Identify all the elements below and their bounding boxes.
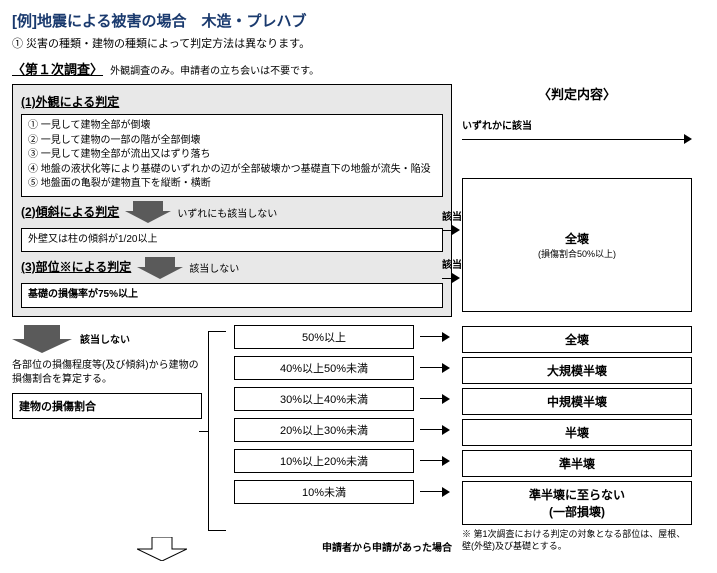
result-box: 半壊	[462, 419, 692, 446]
edge-label: 該当	[442, 208, 692, 223]
criteria-item: ③ 一見して建物全部が流出又はずり落ち	[28, 148, 436, 163]
result-box: 中規模半壊	[462, 388, 692, 415]
apply-text: 申請者から申請があった場合	[322, 539, 452, 554]
edge-3: 該当	[462, 256, 692, 283]
bldg-ratio-box: 建物の損傷割合	[12, 393, 202, 419]
range-box: 50%以上	[234, 325, 414, 349]
survey-header-row: 〈第１次調査〉 外観調査のみ。申請者の立ち会いは不要です。	[12, 59, 705, 78]
section2-arrow-note: 該当しない	[189, 260, 239, 275]
criteria-item: ⑤ 地盤面の亀裂が建物直下を縦断・横断	[28, 177, 436, 192]
section3-box: 基礎の損傷率が75%以上	[21, 283, 443, 308]
arrow-right-icon	[442, 332, 450, 342]
edge-1: いずれかに該当	[462, 117, 692, 144]
arrow-right-icon	[452, 273, 460, 283]
footnote: ※ 第1次調査における判定の対象となる部位は、屋根、壁(外壁)及び基礎とする。	[462, 529, 692, 552]
gray-box: (1)外観による判定 ① 一見して建物全部が倒壊 ② 一見して建物の一部の階が全…	[12, 84, 452, 317]
down-arrow-icon	[137, 257, 183, 279]
range-box: 10%以上20%未満	[234, 449, 414, 473]
range-column: 50%以上 40%以上50%未満 30%以上40%未満 20%以上30%未満 1…	[234, 325, 414, 531]
section1-head: (1)外観による判定	[21, 93, 443, 110]
page-subtitle: ① 災害の種類・建物の種類によって判定方法は異なります。	[12, 35, 705, 51]
survey-note: 外観調査のみ。申請者の立ち会いは不要です。	[110, 66, 319, 77]
left-column: (1)外観による判定 ① 一見して建物全部が倒壊 ② 一見して建物の一部の階が全…	[12, 84, 452, 561]
result-sub: (損傷割合50%以上)	[469, 247, 685, 260]
arrow-right-icon	[442, 487, 450, 497]
outline-down-arrow-icon	[137, 537, 187, 561]
arrow-right-icon	[442, 456, 450, 466]
section1-box: ① 一見して建物全部が倒壊 ② 一見して建物の一部の階が全部倒壊 ③ 一見して建…	[21, 114, 443, 197]
survey-header: 〈第１次調査〉	[12, 62, 103, 77]
section3-arrow-row: (3)部位※による判定 該当しない	[21, 256, 443, 279]
result-label: 全壊	[469, 230, 685, 247]
section3-head: (3)部位※による判定	[21, 258, 131, 275]
arrow-right-icon	[442, 425, 450, 435]
criteria-item: ② 一見して建物の一部の階が全部倒壊	[28, 134, 436, 149]
arrow-right-icon	[442, 394, 450, 404]
result-box: 準半壊に至らない (一部損壊)	[462, 481, 692, 525]
bracket	[208, 325, 228, 531]
main-layout: (1)外観による判定 ① 一見して建物全部が倒壊 ② 一見して建物の一部の階が全…	[12, 84, 705, 561]
section2-head: (2)傾斜による判定	[21, 203, 119, 220]
range-box: 10%未満	[234, 480, 414, 504]
range-box: 40%以上50%未満	[234, 356, 414, 380]
page-title: [例]地震による被害の場合 木造・プレハブ	[12, 10, 705, 31]
bottom-flow: 該当しない 各部位の損傷程度等(及び傾斜)から建物の損傷割合を算定する。 建物の…	[12, 325, 452, 531]
down-arrow-icon	[12, 325, 72, 353]
bottom-left: 該当しない 各部位の損傷程度等(及び傾斜)から建物の損傷割合を算定する。 建物の…	[12, 325, 202, 531]
result-box: 全壊	[462, 326, 692, 353]
range-box: 20%以上30%未満	[234, 418, 414, 442]
arrow-right-icon	[684, 134, 692, 144]
criteria-item: ① 一見して建物全部が倒壊	[28, 119, 436, 134]
section1-arrow-note: いずれにも該当しない	[177, 205, 277, 220]
criteria-item: ④ 地盤の液状化等により基礎のいずれかの辺が全部破壊かつ基礎直下の地盤が流失・陥…	[28, 163, 436, 178]
bottom-text: 各部位の損傷程度等(及び傾斜)から建物の損傷割合を算定する。	[12, 359, 202, 387]
section2-arrow-row: (2)傾斜による判定 いずれにも該当しない	[21, 201, 443, 224]
range-box: 30%以上40%未満	[234, 387, 414, 411]
result-box: 大規模半壊	[462, 357, 692, 384]
connector-column	[420, 325, 450, 531]
right-column: 〈判定内容〉 いずれかに該当 全壊 (損傷割合50%以上) 該当 該当 全壊 大…	[462, 84, 692, 561]
arrow-right-icon	[452, 225, 460, 235]
section2-box: 外壁又は柱の傾斜が1/20以上	[21, 228, 443, 253]
down-arrow-icon	[125, 201, 171, 223]
section3-arrow-note: 該当しない	[80, 331, 130, 346]
result-box: 準半壊	[462, 450, 692, 477]
judgment-title: 〈判定内容〉	[462, 84, 692, 103]
arrow-right-icon	[442, 363, 450, 373]
edge-label: いずれかに該当	[462, 117, 692, 132]
